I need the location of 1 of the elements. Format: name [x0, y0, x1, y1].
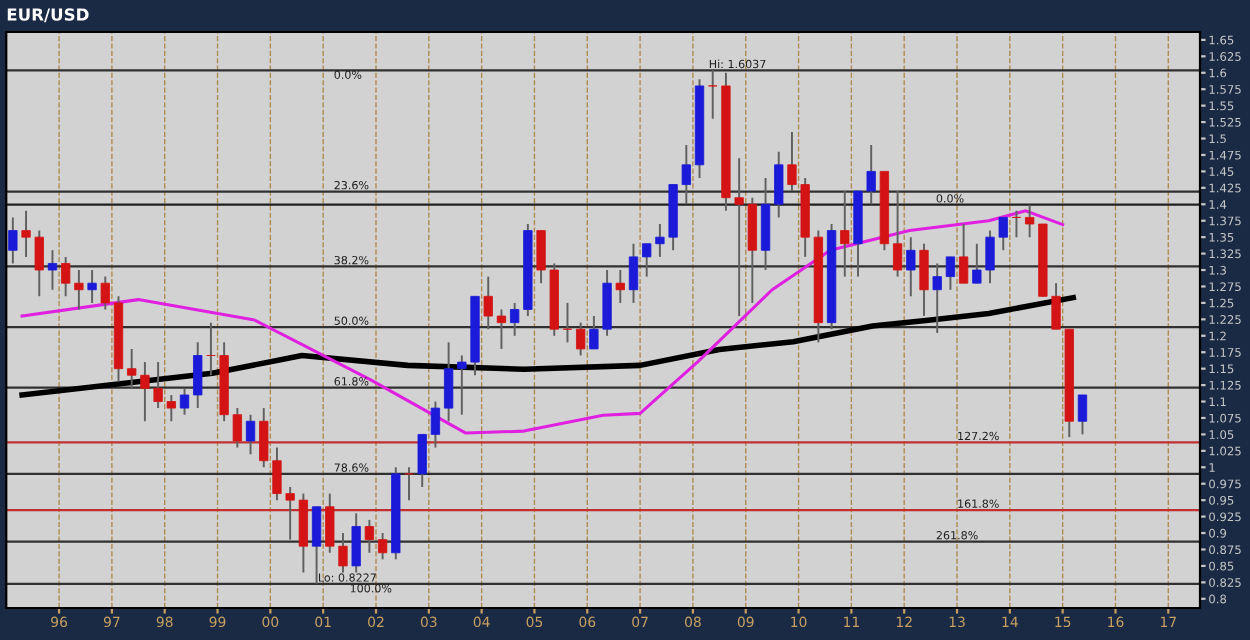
chart-title: EUR/USD [7, 8, 89, 23]
